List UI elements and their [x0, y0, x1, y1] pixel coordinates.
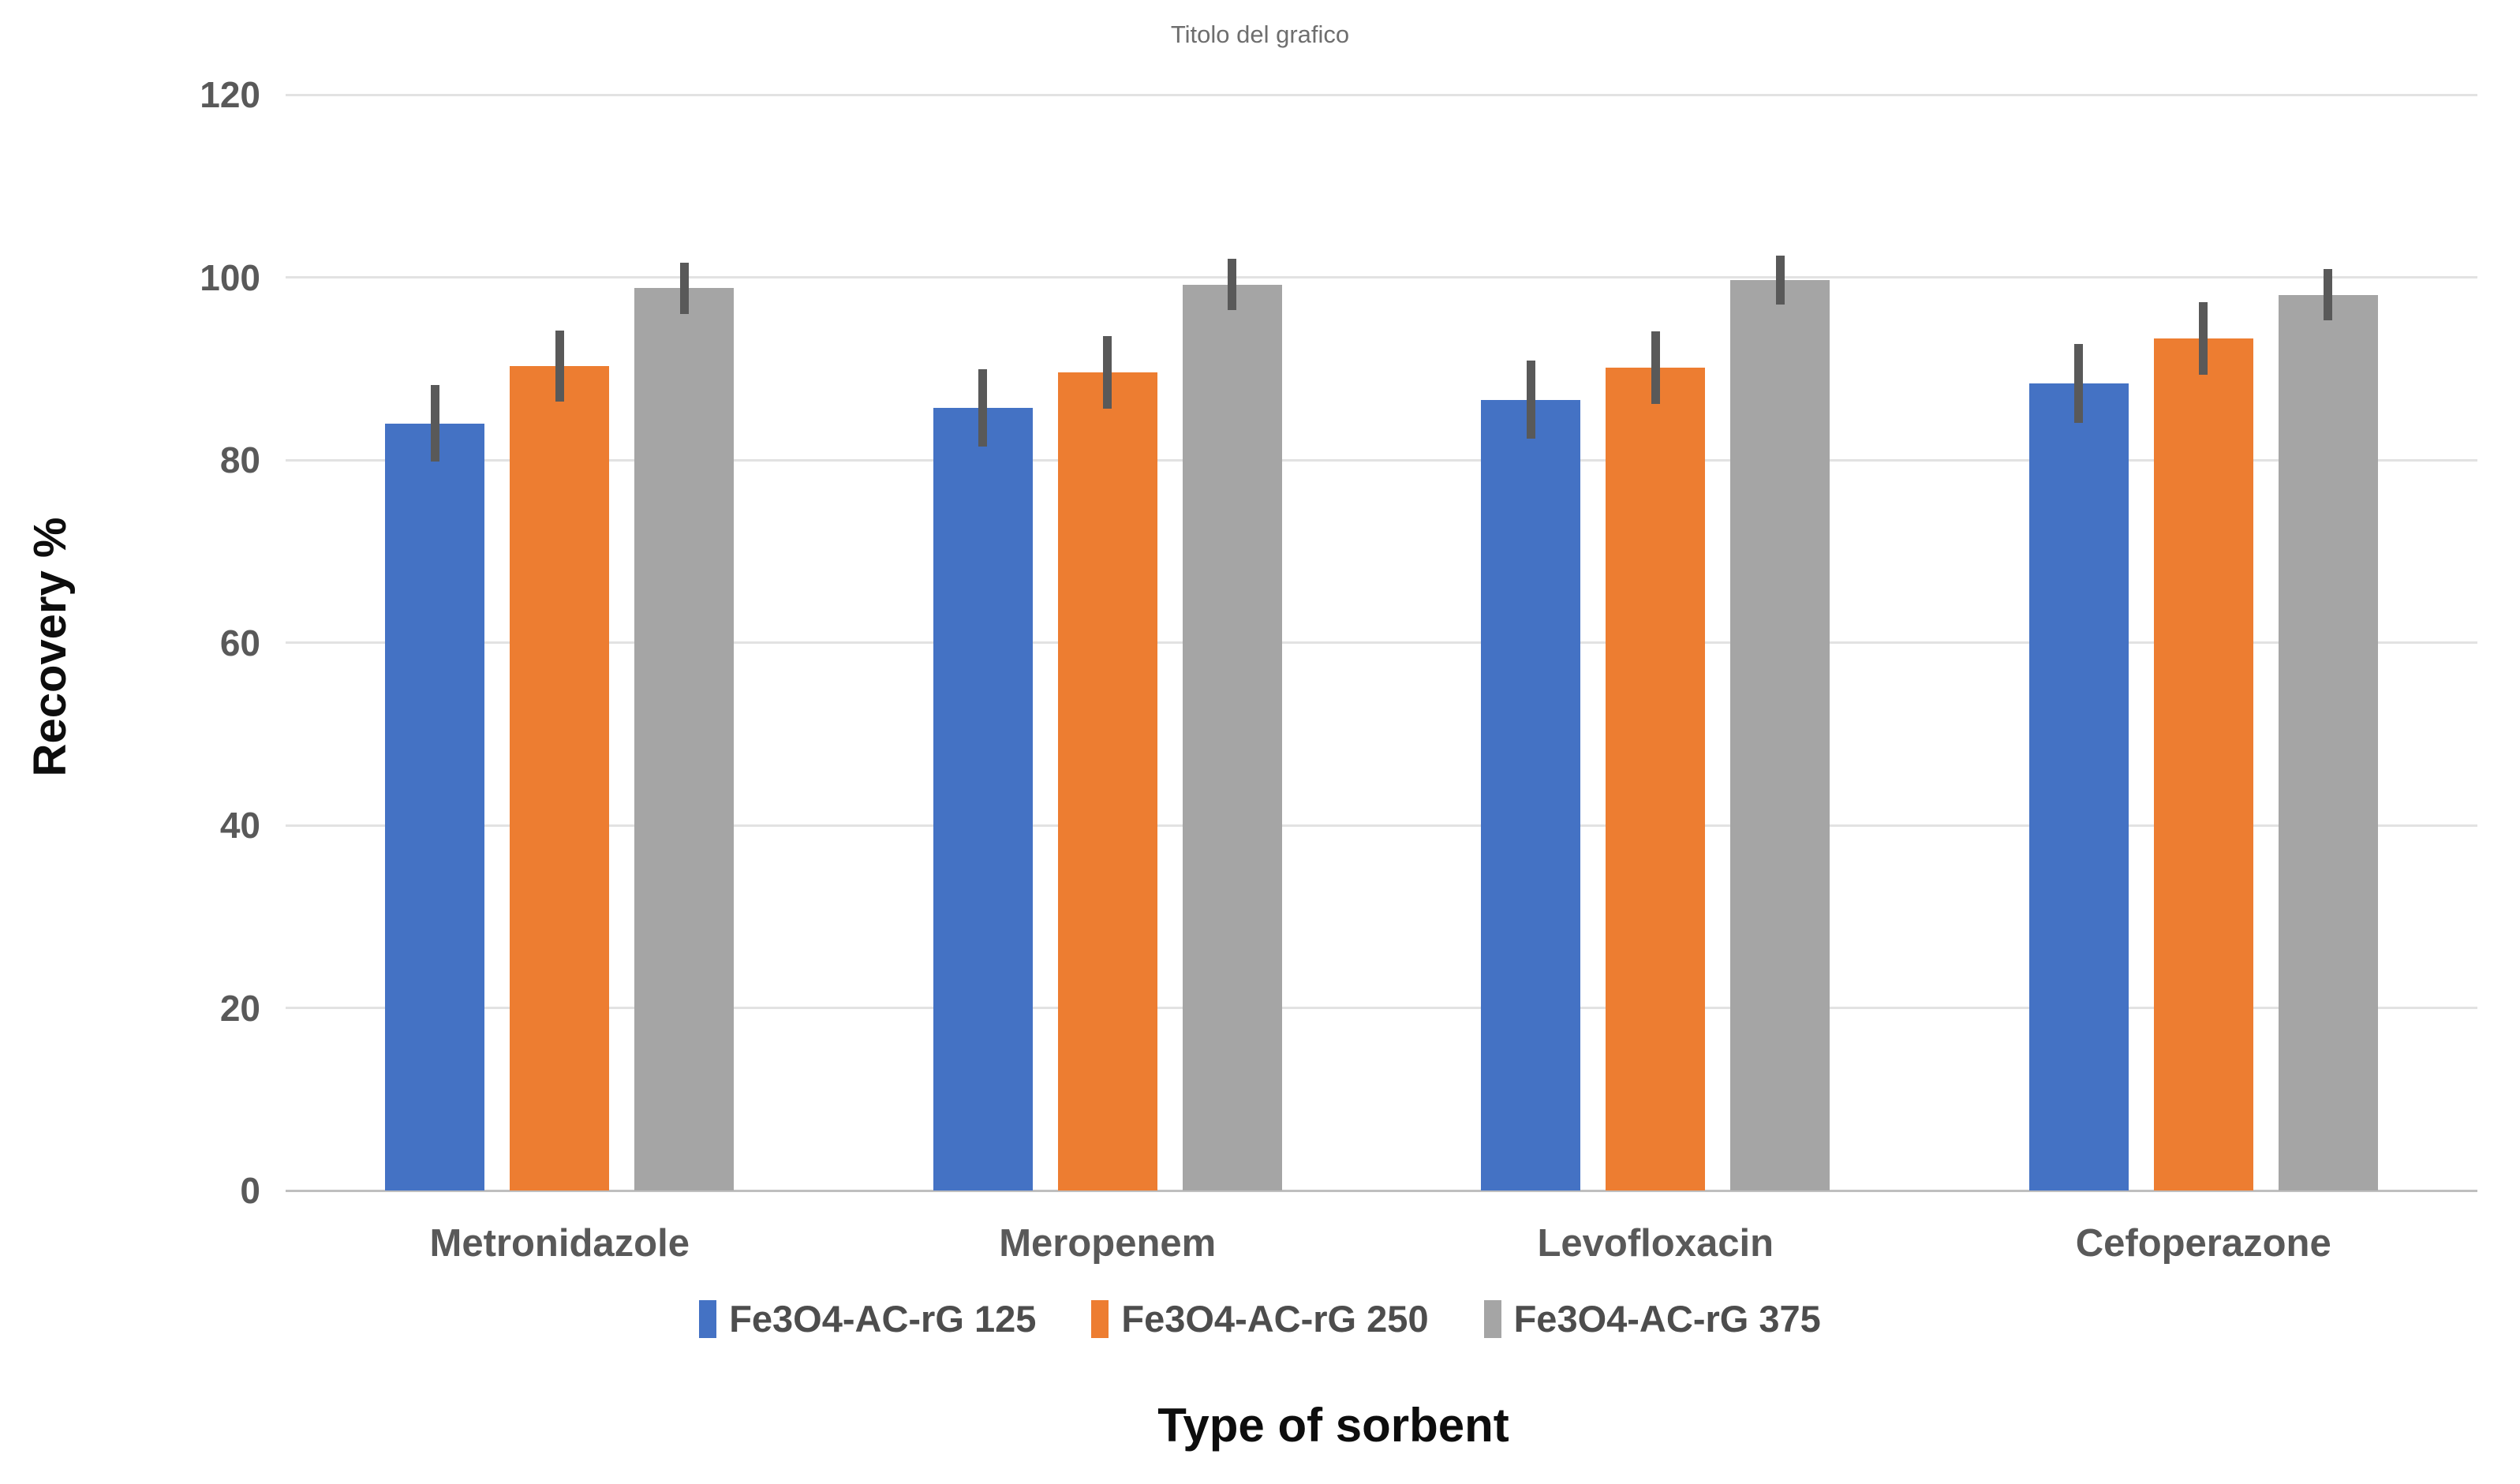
gridline [286, 276, 2477, 278]
legend-label: Fe3O4-AC-rG 125 [729, 1298, 1037, 1340]
bar [634, 288, 735, 1191]
error-bar [978, 369, 988, 447]
legend-swatch [1091, 1299, 1109, 1338]
error-bar [1228, 259, 1237, 311]
error-bar [1103, 335, 1112, 409]
gridline [286, 458, 2477, 462]
legend-item: Fe3O4-AC-rG 375 [1483, 1297, 1821, 1340]
bar [933, 408, 1033, 1191]
category-label: Meropenem [999, 1222, 1217, 1265]
error-bar [2074, 343, 2084, 423]
legend-swatch [1483, 1299, 1501, 1338]
bar [510, 365, 610, 1191]
legend-item: Fe3O4-AC-rG 250 [1091, 1297, 1429, 1340]
gridline [286, 824, 2477, 827]
gridline [286, 641, 2477, 644]
chart-title: Titolo del grafico [1170, 21, 1350, 48]
error-bar [1775, 255, 1785, 305]
bar [1057, 372, 1157, 1191]
error-bar [430, 385, 439, 462]
error-bar [2199, 301, 2208, 376]
y-axis-title: Recovery % [24, 517, 76, 777]
error-bar [2324, 269, 2333, 320]
error-bar [1651, 331, 1660, 405]
y-tick-label: 100 [200, 256, 260, 298]
bar [2028, 383, 2129, 1191]
gridline [286, 93, 2477, 96]
error-bar [1526, 360, 1535, 439]
legend-label: Fe3O4-AC-rG 250 [1121, 1298, 1429, 1340]
category-label: Cefoperazone [2075, 1222, 2331, 1265]
y-tick-label: 120 [200, 74, 260, 115]
y-tick-label: 20 [219, 987, 260, 1029]
y-tick-label: 60 [219, 622, 260, 664]
x-axis-line [286, 1189, 2477, 1192]
legend-label: Fe3O4-AC-rG 375 [1513, 1298, 1821, 1340]
bar [1730, 279, 1830, 1191]
bar [1182, 284, 1282, 1191]
legend: Fe3O4-AC-rG 125 Fe3O4-AC-rG 250 Fe3O4-AC-r… [0, 1297, 2520, 1340]
y-tick-label: 80 [219, 439, 260, 480]
bar [385, 423, 485, 1191]
bar [1606, 368, 1706, 1191]
error-bar [679, 262, 689, 314]
x-axis-title: Type of sorbent [1157, 1399, 1509, 1452]
legend-swatch [699, 1299, 717, 1338]
plot-area [286, 93, 2477, 1192]
y-tick-label: 40 [219, 805, 260, 846]
bar [2153, 338, 2253, 1191]
bar [2278, 294, 2378, 1191]
gridline [286, 1007, 2477, 1009]
y-tick-label: 0 [240, 1170, 260, 1211]
category-label: Levofloxacin [1537, 1222, 1774, 1265]
error-bar [555, 330, 564, 402]
category-label: Metronidazole [429, 1222, 690, 1265]
legend-item: Fe3O4-AC-rG 125 [699, 1297, 1036, 1340]
bar [1481, 399, 1581, 1191]
